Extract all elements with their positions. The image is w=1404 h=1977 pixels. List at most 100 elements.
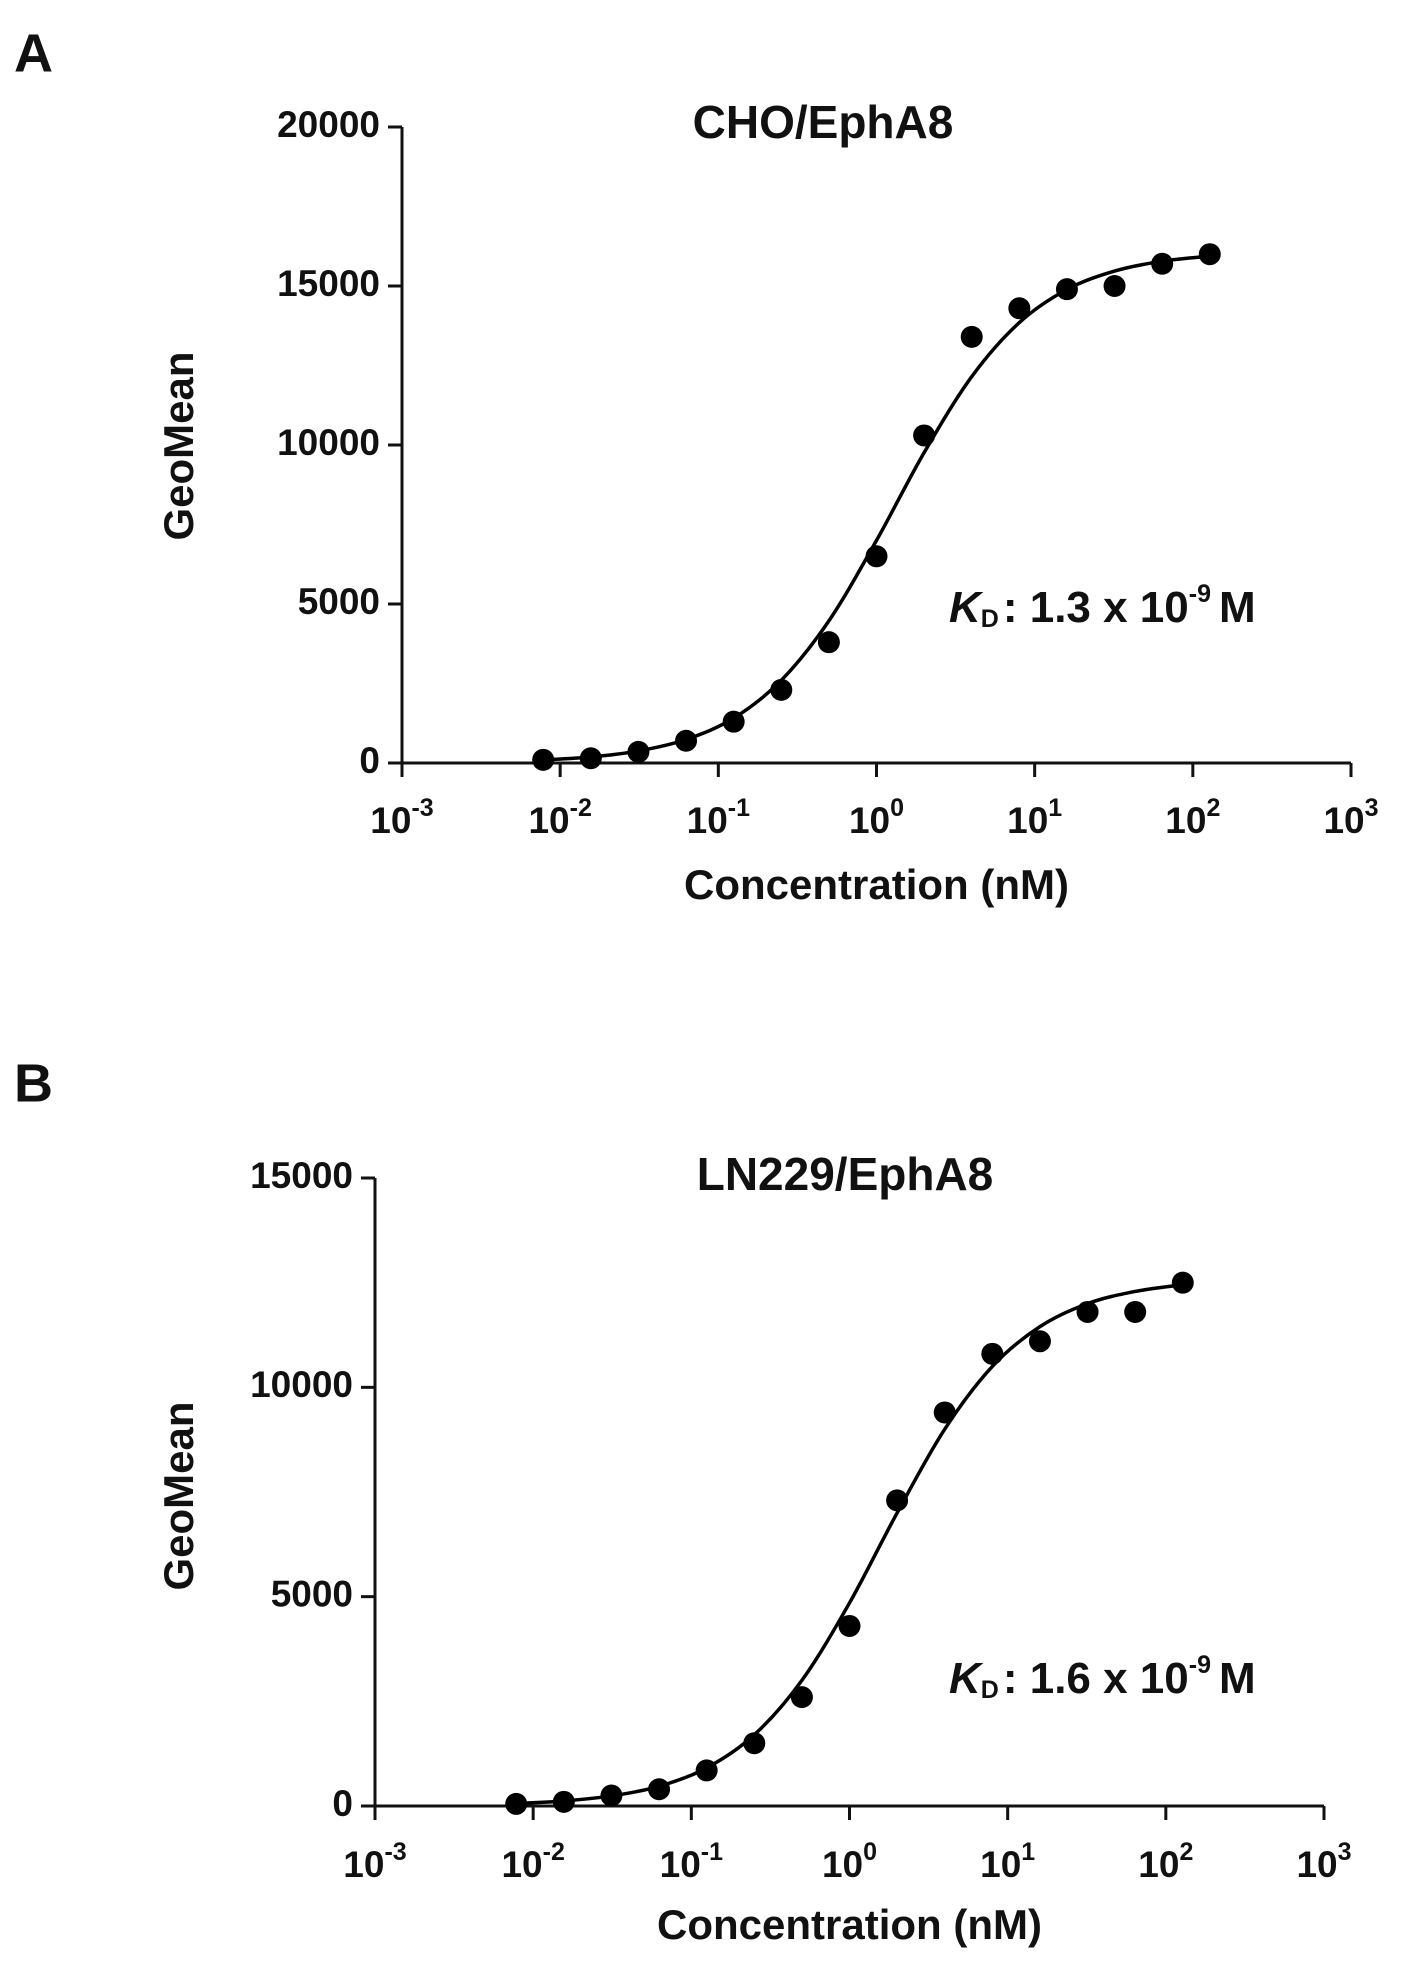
tick-base: 10 xyxy=(528,800,569,841)
tick-base: 10 xyxy=(822,1844,863,1885)
x-tick-label: 102 xyxy=(1165,794,1220,841)
panel: B LN229/EphA8 GeoMean Concentration (nM) 0 50… xyxy=(14,1053,1352,1948)
y-tick-label: 0 xyxy=(332,1783,353,1824)
x-tick-label: 10-3 xyxy=(343,1838,406,1885)
data-point xyxy=(960,325,983,348)
data-point xyxy=(1124,1300,1147,1323)
x-tick-label: 10-1 xyxy=(660,1838,723,1885)
x-tick-label: 10-1 xyxy=(687,794,750,841)
data-point xyxy=(838,1614,861,1637)
y-tick-label: 10000 xyxy=(250,1364,353,1405)
tick-exponent: -1 xyxy=(728,794,750,822)
tick-exponent: 0 xyxy=(863,1838,877,1866)
tick-base: 10 xyxy=(849,800,890,841)
x-axis-title: Concentration (nM) xyxy=(684,861,1069,908)
annotation-exponent: -9 xyxy=(1189,580,1211,608)
x-tick-label: 101 xyxy=(1007,794,1062,841)
data-point xyxy=(981,1342,1004,1365)
data-point xyxy=(1198,243,1221,266)
tick-base: 10 xyxy=(343,1844,384,1885)
data-point xyxy=(1008,297,1031,320)
tick-exponent: -3 xyxy=(384,1838,406,1866)
chart-title: LN229/EphA8 xyxy=(697,1148,994,1200)
data-point xyxy=(770,678,793,701)
tick-base: 10 xyxy=(980,1844,1021,1885)
data-point xyxy=(722,710,745,733)
annotation-subscript: D xyxy=(981,1676,999,1704)
data-point xyxy=(579,747,602,770)
x-tick-label: 100 xyxy=(849,794,904,841)
data-point xyxy=(552,1790,575,1813)
tick-exponent: -3 xyxy=(411,794,433,822)
tick-exponent: 1 xyxy=(1048,794,1062,822)
data-point xyxy=(1055,278,1078,301)
data-point xyxy=(865,545,888,568)
panel-label: A xyxy=(14,23,53,83)
tick-base: 10 xyxy=(1007,800,1048,841)
x-tick-label: 103 xyxy=(1296,1838,1351,1885)
tick-exponent: -2 xyxy=(543,1838,565,1866)
chart-title: CHO/EphA8 xyxy=(693,96,954,148)
annotation-exponent: -9 xyxy=(1189,1651,1211,1679)
y-tick-label: 0 xyxy=(359,740,380,781)
annotation-unit: M xyxy=(1219,1654,1256,1703)
tick-base: 10 xyxy=(501,1844,542,1885)
y-tick-label: 5000 xyxy=(271,1573,353,1614)
tick-base: 10 xyxy=(1323,800,1364,841)
x-tick-label: 10-2 xyxy=(501,1838,564,1885)
data-point xyxy=(1028,1330,1051,1353)
tick-exponent: 2 xyxy=(1206,794,1220,822)
annotation-text: : 1.6 x 10 xyxy=(1003,1654,1189,1703)
data-point xyxy=(695,1759,718,1782)
data-point xyxy=(505,1792,528,1815)
y-axis-title: GeoMean xyxy=(155,1401,202,1590)
data-point xyxy=(1076,1300,1099,1323)
y-tick-label: 15000 xyxy=(250,1155,353,1196)
tick-base: 10 xyxy=(687,800,728,841)
data-point xyxy=(627,740,650,763)
annotation: KD: 1.3 x 10-9 M xyxy=(949,580,1256,633)
tick-base: 10 xyxy=(660,1844,701,1885)
annotation-symbol: K xyxy=(949,1654,984,1703)
data-point xyxy=(933,1401,956,1424)
y-tick-label: 20000 xyxy=(277,104,380,145)
x-tick-label: 10-2 xyxy=(528,794,591,841)
y-tick-label: 5000 xyxy=(298,581,380,622)
y-tick-label: 10000 xyxy=(277,422,380,463)
annotation-subscript: D xyxy=(981,605,999,633)
data-point xyxy=(913,424,936,447)
tick-exponent: 3 xyxy=(1365,794,1379,822)
data-point xyxy=(790,1686,813,1709)
annotation-unit: M xyxy=(1219,583,1256,632)
data-point xyxy=(817,631,840,654)
tick-base: 10 xyxy=(370,800,411,841)
data-point xyxy=(532,748,555,771)
x-tick-label: 100 xyxy=(822,1838,877,1885)
panel-label: B xyxy=(14,1053,53,1113)
tick-base: 10 xyxy=(1296,1844,1337,1885)
x-tick-label: 101 xyxy=(980,1838,1035,1885)
x-tick-label: 103 xyxy=(1323,794,1378,841)
x-tick-label: 102 xyxy=(1138,1838,1193,1885)
annotation-text: : 1.3 x 10 xyxy=(1003,583,1189,632)
data-point xyxy=(600,1784,623,1807)
fit-curve xyxy=(543,254,1210,762)
tick-exponent: 2 xyxy=(1179,1838,1193,1866)
data-point xyxy=(1151,252,1174,275)
tick-exponent: -2 xyxy=(570,794,592,822)
tick-base: 10 xyxy=(1165,800,1206,841)
data-point xyxy=(1103,275,1126,297)
tick-base: 10 xyxy=(1138,1844,1179,1885)
tick-exponent: 1 xyxy=(1021,1838,1035,1866)
y-tick-label: 15000 xyxy=(277,263,380,304)
y-axis-title: GeoMean xyxy=(155,351,202,540)
data-point xyxy=(1171,1271,1194,1294)
data-point xyxy=(675,729,698,752)
data-point xyxy=(743,1732,766,1755)
tick-exponent: 0 xyxy=(890,794,904,822)
tick-exponent: 3 xyxy=(1338,1838,1352,1866)
panel: A CHO/EphA8 GeoMean Concentration (nM) 0 5000… xyxy=(14,23,1379,908)
data-point xyxy=(886,1489,909,1512)
annotation-symbol: K xyxy=(949,583,984,632)
